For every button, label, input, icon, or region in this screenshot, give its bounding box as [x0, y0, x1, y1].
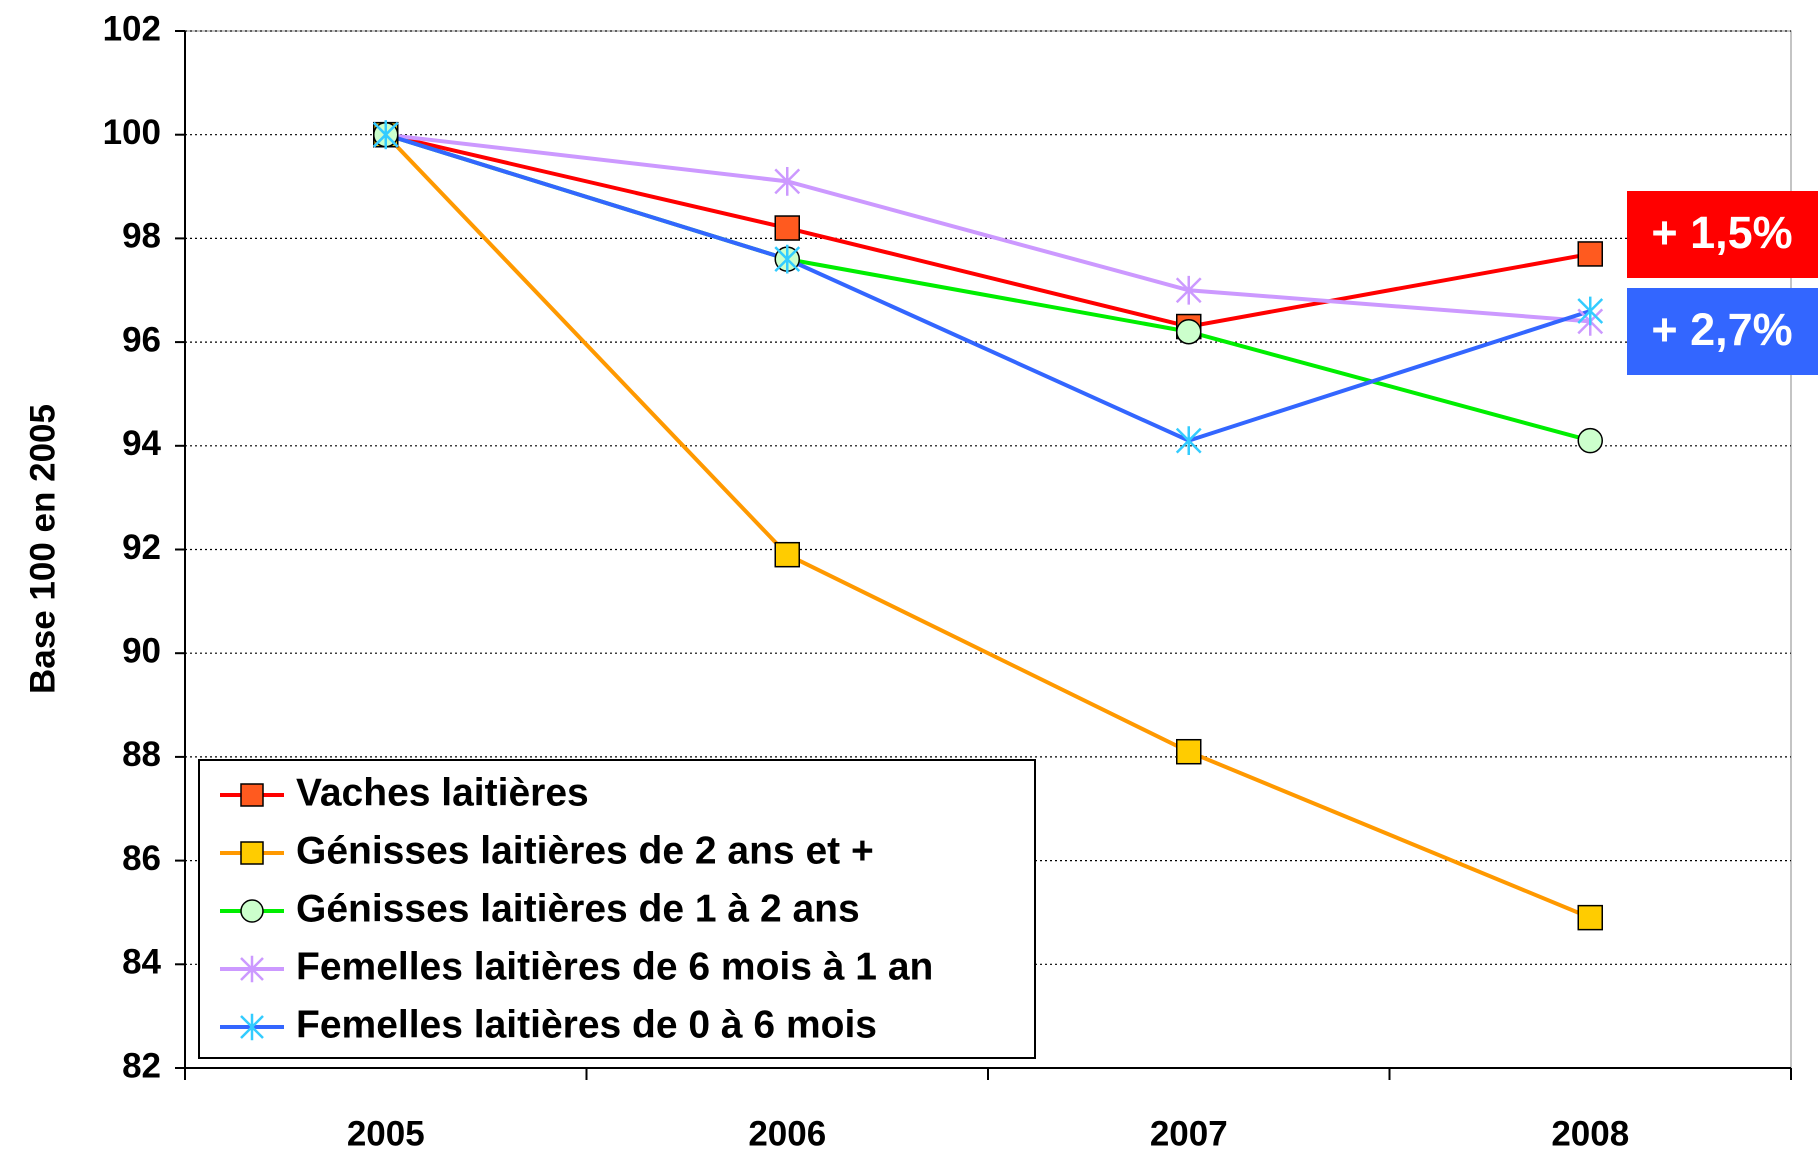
y-tick-label: 96 — [122, 320, 161, 359]
legend-label: Femelles laitières de 0 à 6 mois — [296, 1003, 877, 1046]
y-tick-label: 82 — [122, 1046, 161, 1085]
annotation-box — [1627, 191, 1818, 278]
series-line — [385, 132, 1591, 329]
marker — [1175, 426, 1202, 456]
legend-label: Femelles laitières de 6 mois à 1 an — [296, 945, 933, 988]
legend-marker — [240, 899, 264, 923]
y-tick-label: 90 — [122, 631, 161, 670]
series-line — [385, 132, 1591, 324]
marker — [774, 166, 801, 196]
legend-label: Génisses laitières de 1 à 2 ans — [296, 887, 860, 930]
marker — [774, 244, 801, 274]
x-tick-label: 2008 — [1551, 1114, 1629, 1153]
y-tick-label: 100 — [103, 113, 161, 152]
y-axis-label: Base 100 en 2005 — [23, 404, 62, 694]
legend-marker — [240, 1013, 264, 1041]
y-tick-label: 88 — [122, 735, 161, 774]
y-tick-label: 86 — [122, 839, 161, 878]
legend: Vaches laitières Génisses laitières de 2 … — [198, 759, 1036, 1059]
y-tick-label: 84 — [122, 943, 161, 982]
annotation-text: + 2,7% — [1651, 304, 1792, 355]
marker — [1577, 296, 1604, 326]
marker — [1176, 738, 1202, 765]
annotation-text: + 1,5% — [1651, 207, 1792, 258]
y-tick-label: 92 — [122, 528, 161, 567]
legend-box — [198, 759, 1036, 1059]
legend-label: Vaches laitières — [296, 771, 589, 814]
series-line — [384, 133, 1592, 920]
marker — [774, 541, 800, 568]
legend-marker — [240, 841, 264, 865]
annotation-box — [1627, 288, 1818, 375]
legend-marker — [240, 955, 264, 983]
legend-marker — [240, 783, 264, 807]
marker — [774, 215, 800, 241]
y-tick-label: 94 — [122, 424, 161, 463]
marker — [1176, 318, 1202, 345]
marker — [372, 120, 399, 150]
x-tick-label: 2005 — [347, 1114, 425, 1153]
x-tick-label: 2007 — [1150, 1114, 1228, 1153]
y-tick-label: 98 — [122, 217, 161, 256]
x-tick-label: 2006 — [748, 1114, 826, 1153]
y-tick-label: 102 — [103, 9, 161, 48]
series-line — [385, 132, 1591, 443]
marker — [1577, 427, 1603, 454]
marker — [1175, 275, 1202, 305]
marker — [1577, 904, 1603, 931]
marker — [1577, 241, 1603, 267]
legend-label: Génisses laitières de 2 ans et + — [296, 829, 874, 872]
